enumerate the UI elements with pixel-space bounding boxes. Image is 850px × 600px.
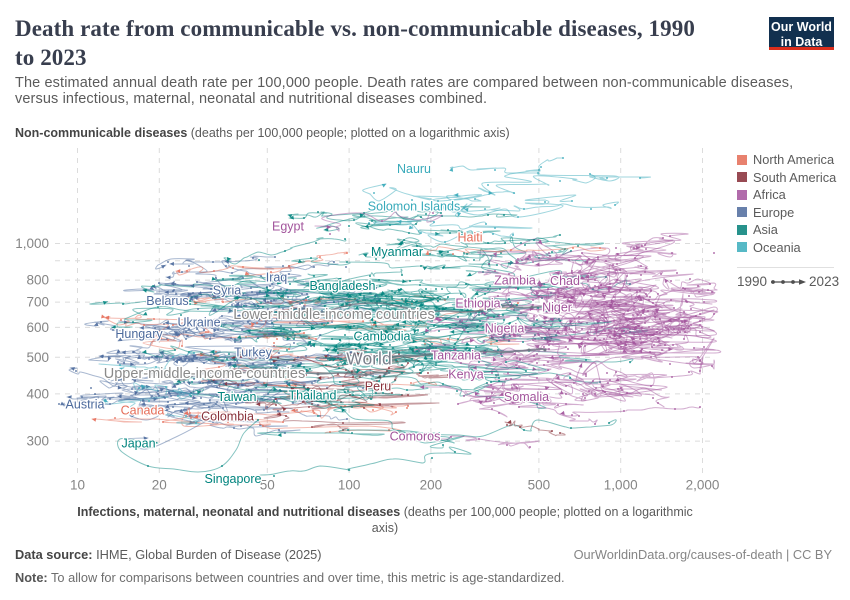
svg-text:Niger: Niger <box>542 301 572 315</box>
svg-text:Iraq: Iraq <box>266 271 288 285</box>
svg-text:400: 400 <box>26 386 49 401</box>
svg-text:Turkey: Turkey <box>234 346 272 360</box>
svg-text:Thailand: Thailand <box>289 389 337 403</box>
svg-text:Myanmar: Myanmar <box>371 245 423 259</box>
svg-text:2,000: 2,000 <box>686 478 720 493</box>
svg-text:Ukraine: Ukraine <box>177 316 220 330</box>
svg-text:Japan: Japan <box>121 437 155 451</box>
svg-text:Cambodia: Cambodia <box>354 330 411 344</box>
svg-text:1,000: 1,000 <box>604 478 638 493</box>
svg-text:500: 500 <box>528 478 551 493</box>
svg-text:10: 10 <box>70 478 85 493</box>
svg-text:50: 50 <box>260 478 275 493</box>
svg-text:Singapore: Singapore <box>205 472 262 486</box>
svg-text:Austria: Austria <box>66 398 105 412</box>
svg-text:World: World <box>346 348 391 368</box>
svg-text:Syria: Syria <box>213 284 242 298</box>
svg-text:Comoros: Comoros <box>390 430 441 444</box>
svg-text:Nauru: Nauru <box>397 162 431 176</box>
svg-text:Ethiopia: Ethiopia <box>455 297 500 311</box>
svg-text:Zambia: Zambia <box>494 274 536 288</box>
svg-text:Belarus: Belarus <box>146 294 188 308</box>
svg-text:200: 200 <box>420 478 443 493</box>
svg-text:Egypt: Egypt <box>272 220 304 234</box>
svg-text:Haiti: Haiti <box>457 231 482 245</box>
svg-text:100: 100 <box>338 478 361 493</box>
svg-text:Somalia: Somalia <box>504 390 549 404</box>
svg-text:Colombia: Colombia <box>201 410 254 424</box>
svg-text:Peru: Peru <box>365 380 391 394</box>
svg-text:20: 20 <box>152 478 167 493</box>
svg-text:Chad: Chad <box>550 274 580 288</box>
svg-text:1,000: 1,000 <box>15 236 49 251</box>
svg-text:Kenya: Kenya <box>448 368 483 382</box>
svg-text:500: 500 <box>26 350 49 365</box>
svg-text:Solomon Islands: Solomon Islands <box>368 200 460 214</box>
svg-text:Lower-middle-income countries: Lower-middle-income countries <box>233 307 434 323</box>
svg-text:Upper-middle-income countries: Upper-middle-income countries <box>104 366 305 382</box>
svg-text:700: 700 <box>26 295 49 310</box>
svg-text:Nigeria: Nigeria <box>485 322 525 336</box>
svg-text:Taiwan: Taiwan <box>218 390 257 404</box>
svg-text:600: 600 <box>26 320 49 335</box>
svg-text:Canada: Canada <box>121 404 165 418</box>
svg-text:Tanzania: Tanzania <box>431 349 481 363</box>
svg-text:Hungary: Hungary <box>115 327 163 341</box>
svg-text:Bangladesh: Bangladesh <box>309 279 375 293</box>
svg-text:300: 300 <box>26 434 49 449</box>
svg-text:800: 800 <box>26 273 49 288</box>
